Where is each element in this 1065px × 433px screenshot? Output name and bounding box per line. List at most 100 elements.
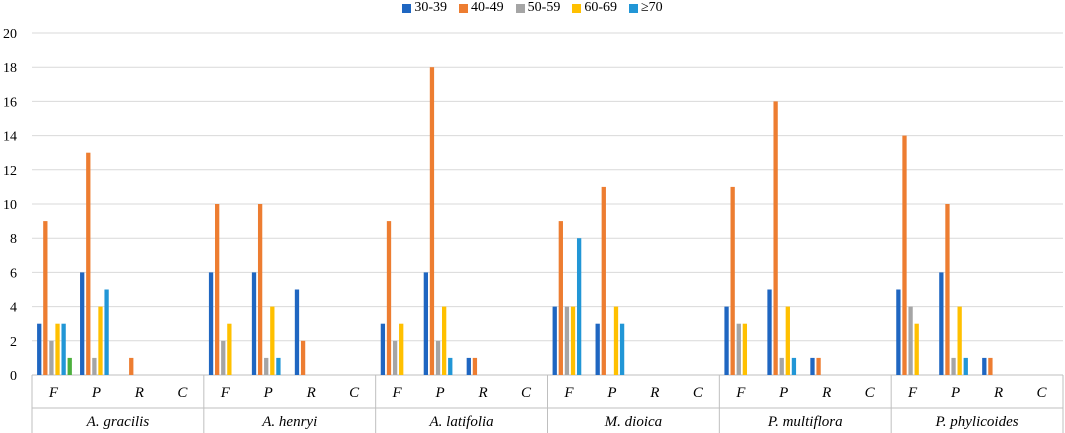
bar (448, 357, 453, 375)
bar (129, 357, 134, 375)
x-group-label: A. gracilis (86, 414, 150, 430)
x-subcategory-label: R (306, 385, 316, 401)
bar (251, 272, 257, 375)
chart-legend: 30-39 40-49 50-59 60-69 ≥70 (0, 0, 1065, 16)
x-subcategory-label: F (735, 385, 746, 401)
legend-item-30-39: 30-39 (402, 0, 447, 16)
legend-swatch (515, 3, 525, 13)
y-tick-label: 8 (10, 232, 17, 247)
bar (472, 357, 478, 375)
legend-item-40-49: 40-49 (458, 0, 504, 16)
bar (104, 289, 109, 375)
bar (601, 186, 606, 375)
bar (215, 204, 220, 375)
bar (276, 357, 281, 375)
y-tick-label: 2 (10, 335, 17, 350)
bar (724, 306, 729, 375)
bar (619, 323, 625, 375)
x-subcategory-label: R (649, 385, 659, 401)
bar (435, 340, 441, 375)
bar (429, 67, 435, 375)
y-tick-label: 12 (3, 164, 17, 179)
legend-swatch (629, 3, 638, 13)
x-group-label: A. latifolia (428, 414, 493, 430)
bar (908, 306, 913, 375)
x-subcategory-label: P (91, 385, 101, 401)
bar (300, 340, 306, 375)
bar (902, 135, 907, 375)
x-subcategory-label: P (950, 385, 960, 401)
x-subcategory-label: F (907, 385, 918, 401)
x-subcategory-label: R (993, 385, 1003, 401)
x-group-label: P. multiflora (767, 414, 843, 430)
legend-label: 60-69 (584, 0, 617, 15)
bar (86, 152, 91, 375)
bar (914, 323, 919, 375)
bar (98, 306, 103, 375)
bar (257, 204, 263, 375)
x-subcategory-label: C (521, 385, 532, 401)
y-tick-label: 14 (3, 130, 17, 145)
x-subcategory-label: P (263, 385, 273, 401)
bar (957, 306, 962, 375)
bar (810, 357, 815, 375)
y-tick-label: 20 (3, 27, 17, 42)
y-tick-label: 4 (10, 301, 17, 316)
legend-label: 50-59 (527, 0, 561, 15)
bar (43, 221, 48, 375)
x-subcategory-label: P (778, 385, 788, 401)
x-subcategory-label: P (606, 385, 616, 401)
bar (49, 340, 54, 375)
y-tick-label: 10 (3, 198, 17, 213)
bar (92, 357, 97, 375)
bar (785, 306, 790, 375)
bar (55, 323, 60, 375)
legend-item-70plus: ≥70 (629, 0, 663, 16)
x-subcategory-label: C (693, 385, 704, 401)
x-subcategory-label: C (349, 385, 360, 401)
x-subcategory-label: R (477, 385, 487, 401)
legend-item-50-59: 50-59 (515, 0, 561, 16)
bar (442, 306, 447, 375)
bar (61, 323, 66, 375)
x-group-label: A. henryi (261, 414, 317, 430)
bar (558, 221, 563, 375)
bar (399, 323, 404, 375)
bar (392, 340, 398, 375)
bar (773, 101, 778, 376)
bar (570, 306, 576, 375)
bar (896, 289, 901, 375)
legend-label: 30-39 (414, 0, 447, 15)
x-subcategory-label: R (821, 385, 831, 401)
y-tick-label: 16 (3, 95, 17, 110)
bar (552, 306, 557, 375)
x-subcategory-label: C (865, 385, 876, 401)
bar (963, 357, 968, 375)
x-subcategory-label: R (134, 385, 144, 401)
bar (945, 204, 950, 375)
bar (423, 272, 429, 375)
bar (221, 340, 226, 375)
bar (80, 272, 85, 375)
bar (264, 357, 269, 375)
bar (227, 323, 232, 375)
bar (816, 357, 821, 375)
x-subcategory-label: C (1037, 385, 1048, 401)
legend-swatch (402, 3, 412, 13)
bar (386, 221, 392, 375)
bar (576, 238, 582, 375)
bar (67, 357, 72, 375)
bar (988, 357, 993, 375)
bar (742, 323, 748, 375)
bar (736, 323, 741, 375)
bar (37, 323, 42, 375)
bar (779, 357, 784, 375)
bar (613, 306, 619, 375)
legend-item-60-69: 60-69 (572, 0, 617, 16)
x-group-label: P. phylicoides (935, 414, 1019, 430)
bar (730, 186, 735, 375)
x-subcategory-label: F (392, 385, 403, 401)
x-subcategory-label: C (177, 385, 188, 401)
bar (767, 289, 772, 375)
